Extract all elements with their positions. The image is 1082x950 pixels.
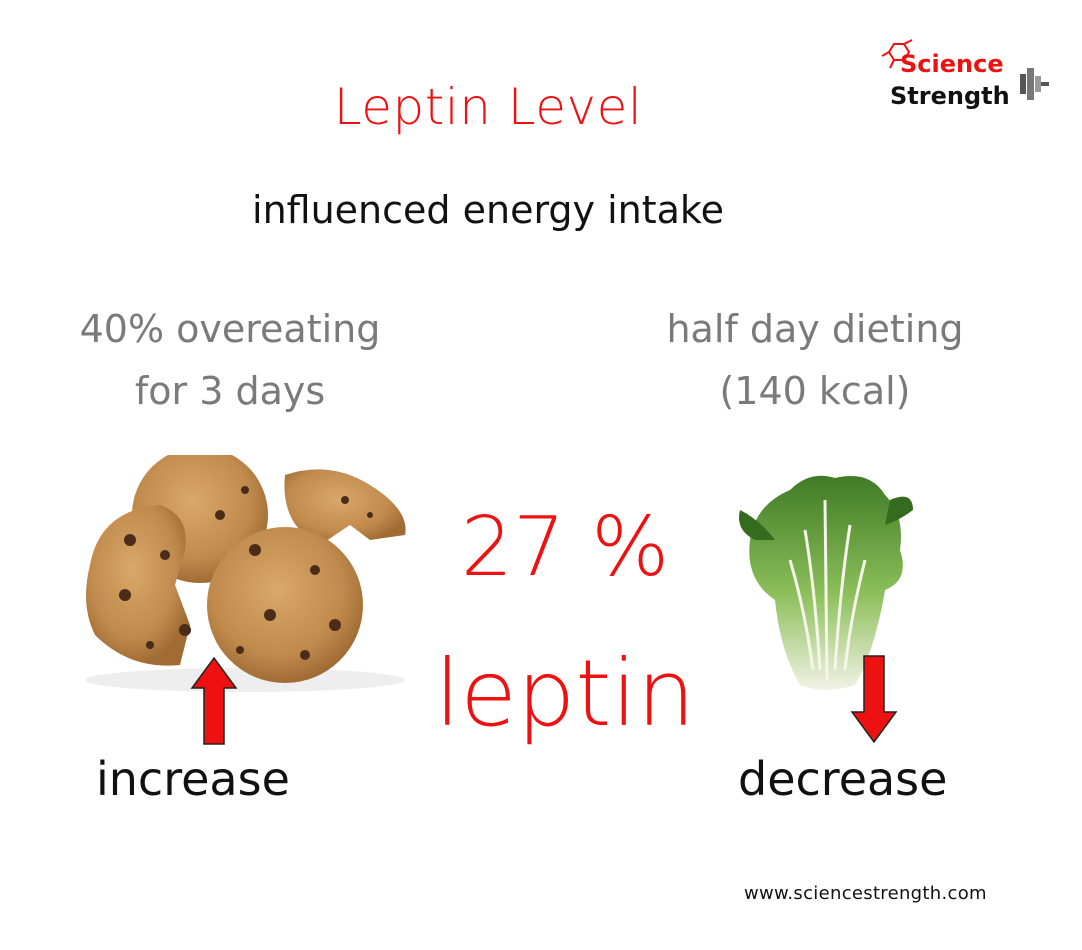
overeating-line-1: 40% overeating — [79, 307, 381, 351]
logo-strength-text: Strength — [890, 82, 1010, 110]
molecule-icon — [881, 39, 913, 69]
overeating-condition: 40% overeating for 3 days — [30, 298, 430, 422]
brand-logo: Science Strength — [880, 38, 1049, 118]
dieting-condition: half day dieting (140 kcal) — [610, 298, 1020, 422]
cookies-image — [85, 455, 406, 692]
increase-label: increase — [96, 752, 290, 806]
up-arrow-icon — [190, 656, 238, 745]
overeating-line-2: for 3 days — [134, 369, 326, 413]
decrease-label: decrease — [738, 752, 948, 806]
website-link[interactable]: www.sciencestrength.com — [744, 883, 987, 904]
barbell-icon — [1020, 68, 1049, 100]
dieting-line-2: (140 kcal) — [719, 369, 911, 413]
logo-science-text: Science — [900, 50, 1004, 78]
dieting-line-1: half day dieting — [666, 307, 964, 351]
leptin-change-value: 27 % — [460, 500, 670, 595]
down-arrow-icon — [850, 655, 898, 744]
cabbage-image — [739, 475, 913, 690]
page-subtitle: influenced energy intake — [252, 188, 724, 232]
leptin-label: leptin — [434, 640, 696, 747]
page-title: Leptin Level — [333, 78, 643, 136]
